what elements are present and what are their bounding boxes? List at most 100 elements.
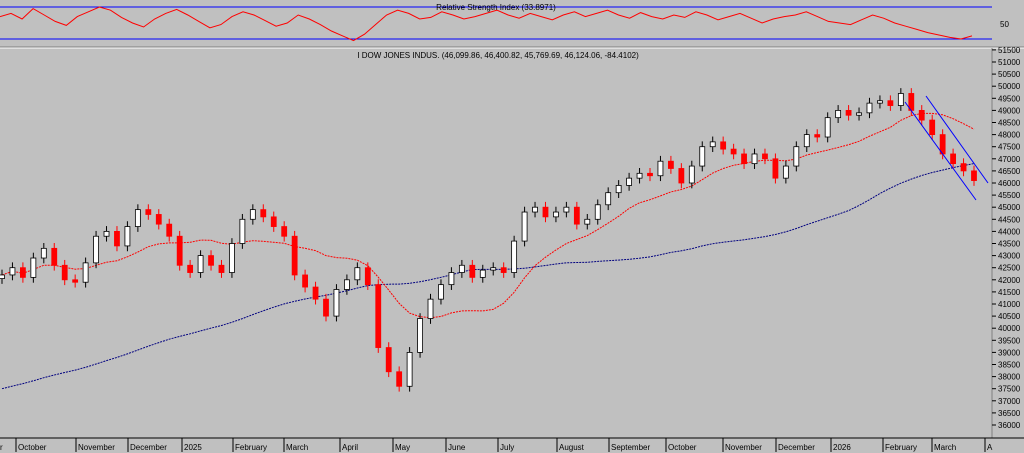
- x-tick-label: October: [668, 443, 697, 452]
- candle-body: [887, 100, 894, 106]
- y-tick-label: 51000: [998, 58, 1021, 67]
- candle-body: [82, 262, 89, 283]
- candle-body: [824, 117, 831, 138]
- y-tick-label: 42000: [998, 276, 1021, 285]
- y-tick-label: 38000: [998, 373, 1021, 382]
- candle-body: [103, 230, 110, 237]
- x-tick-label: February: [885, 443, 917, 452]
- candle-body: [971, 170, 977, 181]
- candle-body: [500, 267, 507, 273]
- y-tick-label: 39000: [998, 348, 1021, 357]
- candle-body: [553, 211, 559, 218]
- x-tick-label: March: [286, 443, 308, 452]
- x-tick-label: March: [934, 443, 956, 452]
- x-tick-label: June: [448, 443, 466, 452]
- candle-body: [114, 230, 120, 247]
- candle-body: [438, 284, 444, 300]
- candle-body: [563, 206, 570, 213]
- candle-body: [176, 235, 183, 266]
- candle-body: [542, 206, 549, 218]
- y-tick-label: 37000: [998, 397, 1021, 406]
- candle-body: [699, 146, 706, 167]
- candle-body: [239, 218, 246, 244]
- candle-body: [741, 153, 747, 165]
- candle-body: [0, 274, 5, 279]
- y-tick-label: 36000: [998, 421, 1021, 430]
- candle-body: [291, 235, 298, 276]
- candle-body: [61, 264, 68, 281]
- candle-body: [469, 264, 476, 278]
- x-tick-label: 2025: [184, 443, 202, 452]
- candle-body: [72, 279, 79, 283]
- candle-body: [814, 134, 821, 138]
- candle-body: [427, 298, 434, 319]
- candle-body: [333, 289, 340, 317]
- y-tick-label: 46000: [998, 179, 1021, 188]
- candle-body: [793, 146, 800, 167]
- candle-body: [647, 172, 653, 177]
- candle-body: [532, 206, 538, 213]
- candle-body: [270, 216, 277, 227]
- candle-body: [344, 279, 350, 290]
- x-edge-label: r: [0, 443, 3, 452]
- y-tick-label: 47500: [998, 143, 1021, 152]
- y-tick-label: 50500: [998, 70, 1021, 79]
- candle-body: [490, 267, 497, 271]
- y-tick-label: 43500: [998, 240, 1021, 249]
- candle-body: [521, 211, 528, 242]
- y-tick-label: 47000: [998, 155, 1021, 164]
- candle-body: [134, 209, 141, 227]
- candle-body: [396, 371, 403, 387]
- candle-body: [302, 274, 308, 288]
- candle-body: [709, 141, 716, 148]
- candle-body: [249, 209, 256, 220]
- candle-body: [448, 272, 455, 286]
- rsi-panel: Relative Strength Index (33.8971) 50: [0, 0, 1009, 46]
- candle-body: [668, 160, 674, 169]
- x-tick-label: April: [342, 443, 358, 452]
- y-tick-label: 50000: [998, 82, 1021, 91]
- y-tick-label: 45500: [998, 191, 1021, 200]
- candle-body: [40, 247, 47, 259]
- candle-body: [9, 267, 16, 276]
- x-tick-label: December: [778, 443, 815, 452]
- candle-body: [782, 165, 789, 179]
- candle-body: [312, 286, 319, 300]
- y-tick-label: 49000: [998, 106, 1021, 115]
- candle-body: [636, 172, 643, 179]
- x-tick-label: November: [78, 443, 115, 452]
- rsi-tick-50: 50: [1000, 20, 1009, 29]
- channel-lower: [904, 101, 977, 201]
- x-tick-label: December: [130, 443, 167, 452]
- y-tick-label: 38500: [998, 361, 1021, 370]
- candle-body: [730, 148, 737, 155]
- price-panel: I DOW JONES INDUS. (46,099.86, 46,400.82…: [0, 46, 1024, 452]
- y-tick-label: 44000: [998, 227, 1021, 236]
- y-tick-label: 41000: [998, 300, 1021, 309]
- candle-body: [385, 347, 392, 373]
- candle-body: [584, 218, 591, 225]
- candle-body: [594, 204, 601, 220]
- y-tick-label: 40000: [998, 324, 1021, 333]
- y-tick-label: 48000: [998, 131, 1021, 140]
- y-tick-label: 37500: [998, 385, 1021, 394]
- moving-average-long: [1, 163, 975, 390]
- candle-body: [835, 110, 842, 119]
- candle-body: [960, 163, 967, 172]
- candle-body: [856, 112, 862, 116]
- x-tick-label: A: [987, 443, 993, 452]
- candle-body: [145, 209, 152, 215]
- x-tick-label: August: [559, 443, 585, 452]
- x-tick-label: May: [395, 443, 410, 452]
- candle-body: [281, 226, 288, 237]
- x-tick-label: 2026: [833, 443, 851, 452]
- candle-body: [218, 264, 225, 273]
- y-tick-label: 49500: [998, 94, 1021, 103]
- x-tick-label: October: [18, 443, 47, 452]
- candle-body: [845, 110, 852, 116]
- candle-body: [20, 267, 26, 278]
- candle-body: [229, 243, 235, 273]
- candle-body: [260, 209, 267, 218]
- x-tick-label: September: [611, 443, 650, 452]
